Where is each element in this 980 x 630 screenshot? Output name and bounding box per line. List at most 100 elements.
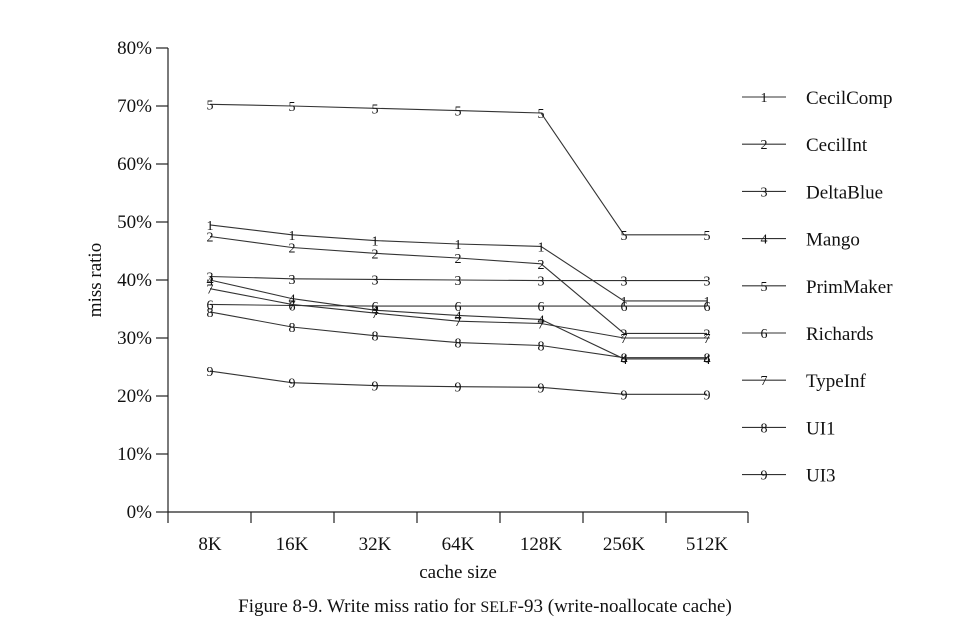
marker-mango-64k: 4 xyxy=(455,309,462,324)
y-tick-label-70: 70% xyxy=(117,96,152,117)
marker-mango-256k: 4 xyxy=(621,353,628,368)
marker-cecilint-256k: 2 xyxy=(621,327,628,342)
y-tick-label-10: 10% xyxy=(117,444,152,465)
marker-cecilint-32k: 2 xyxy=(372,247,379,262)
legend-marker-primmaker: 5 xyxy=(761,280,768,295)
series-line-mango xyxy=(209,279,707,360)
caption-prefix: Figure 8-9. Write miss ratio for xyxy=(238,596,480,617)
marker-ui3-64k: 9 xyxy=(455,381,462,396)
marker-ui1-32k: 8 xyxy=(372,330,379,345)
y-tick-label-0: 0% xyxy=(127,502,153,523)
marker-cecilint-16k: 2 xyxy=(289,242,296,257)
y-tick-label-20: 20% xyxy=(117,386,152,407)
marker-primmaker-16k: 5 xyxy=(289,100,296,115)
series-line-richards xyxy=(209,303,707,307)
legend-marker-deltablue: 3 xyxy=(761,185,768,200)
marker-ui1-256k: 8 xyxy=(621,352,628,367)
marker-deltablue-64k: 3 xyxy=(455,274,462,289)
marker-ui1-64k: 8 xyxy=(455,337,462,352)
marker-richards-32k: 6 xyxy=(372,300,379,315)
marker-cecilint-8k: 2 xyxy=(207,231,214,246)
marker-cecilint-512k: 2 xyxy=(704,327,711,342)
marker-mango-8k: 4 xyxy=(207,274,214,289)
marker-typeinf-512k: 7 xyxy=(704,332,711,347)
marker-richards-256k: 6 xyxy=(621,300,628,315)
marker-cecilcomp-64k: 1 xyxy=(455,238,462,253)
x-tick-label-128k: 128K xyxy=(520,534,563,555)
marker-primmaker-32k: 5 xyxy=(372,102,379,117)
marker-primmaker-8k: 5 xyxy=(207,98,214,113)
x-axis-title: cache size xyxy=(419,562,497,583)
x-axis: 8K 16K 32K 64K 128K 256K 512K xyxy=(167,511,749,555)
marker-deltablue-256k: 3 xyxy=(621,275,628,290)
marker-mango-128k: 4 xyxy=(538,313,545,328)
series-line-ui3 xyxy=(209,370,707,395)
marker-deltablue-512k: 3 xyxy=(704,275,711,290)
marker-ui3-8k: 9 xyxy=(207,365,214,380)
marker-cecilcomp-256k: 1 xyxy=(621,295,628,310)
x-tick-label-512k: 512K xyxy=(686,534,729,555)
series-line-primmaker xyxy=(209,103,707,236)
figure-caption: Figure 8-9. Write miss ratio for SELF-93… xyxy=(238,596,732,617)
legend-label-ui1: UI1 xyxy=(806,418,836,439)
marker-cecilint-128k: 2 xyxy=(538,258,545,273)
legend-marker-mango: 4 xyxy=(761,233,768,248)
marker-mango-16k: 4 xyxy=(289,293,296,308)
marker-typeinf-64k: 7 xyxy=(455,315,462,330)
marker-cecilcomp-8k: 1 xyxy=(207,219,214,234)
y-axis: 0% 10% 20% 30% 40% 50% 60% 70% 80% xyxy=(117,38,169,523)
legend-label-cecilcomp: CecilComp xyxy=(806,88,893,109)
marker-cecilcomp-32k: 1 xyxy=(372,235,379,250)
marker-typeinf-8k: 7 xyxy=(207,283,214,298)
caption-self: SELF xyxy=(480,599,517,616)
marker-deltablue-16k: 3 xyxy=(289,273,296,288)
marker-ui3-128k: 9 xyxy=(538,381,545,396)
y-tick-label-50: 50% xyxy=(117,212,152,233)
marker-primmaker-64k: 5 xyxy=(455,105,462,120)
marker-ui1-8k: 8 xyxy=(207,306,214,321)
legend-marker-typeinf: 7 xyxy=(761,374,768,389)
marker-richards-8k: 6 xyxy=(207,298,214,313)
marker-mango-512k: 4 xyxy=(704,353,711,368)
legend-marker-ui1: 8 xyxy=(761,421,768,436)
legend-marker-richards: 6 xyxy=(761,327,768,342)
x-tick-label-32k: 32K xyxy=(359,534,392,555)
y-tick-label-80: 80% xyxy=(117,38,152,59)
marker-mango-32k: 4 xyxy=(372,304,379,319)
marker-typeinf-128k: 7 xyxy=(538,318,545,333)
y-tick-label-40: 40% xyxy=(117,270,152,291)
marker-ui3-16k: 9 xyxy=(289,377,296,392)
marker-primmaker-256k: 5 xyxy=(621,229,628,244)
marker-primmaker-512k: 5 xyxy=(704,229,711,244)
legend-label-richards: Richards xyxy=(806,324,874,345)
marker-cecilcomp-512k: 1 xyxy=(704,295,711,310)
marker-richards-512k: 6 xyxy=(704,300,711,315)
marker-deltablue-8k: 3 xyxy=(207,271,214,286)
x-tick-label-64k: 64K xyxy=(442,534,475,555)
marker-richards-64k: 6 xyxy=(455,300,462,315)
legend-label-mango: Mango xyxy=(806,230,860,251)
y-tick-label-60: 60% xyxy=(117,154,152,175)
series-line-cecilcomp xyxy=(209,224,707,302)
marker-ui3-32k: 9 xyxy=(372,380,379,395)
marker-ui1-16k: 8 xyxy=(289,321,296,336)
marker-ui1-128k: 8 xyxy=(538,340,545,355)
legend-label-cecilint: CecilInt xyxy=(806,135,868,156)
y-axis-title: miss ratio xyxy=(85,243,106,317)
y-tick-label-30: 30% xyxy=(117,328,152,349)
legend-label-typeinf: TypeInf xyxy=(806,371,867,392)
marker-cecilcomp-128k: 1 xyxy=(538,240,545,255)
series-line-ui1 xyxy=(209,311,707,359)
marker-ui3-256k: 9 xyxy=(621,388,628,403)
marker-cecilint-64k: 2 xyxy=(455,252,462,267)
x-tick-label-8k: 8K xyxy=(198,534,222,555)
marker-cecilcomp-16k: 1 xyxy=(289,229,296,244)
marker-ui1-512k: 8 xyxy=(704,352,711,367)
marker-ui3-512k: 9 xyxy=(704,388,711,403)
legend-marker-cecilcomp: 1 xyxy=(761,91,768,106)
legend-label-deltablue: DeltaBlue xyxy=(806,182,883,203)
marker-primmaker-128k: 5 xyxy=(538,107,545,122)
series-line-deltablue xyxy=(209,275,707,282)
